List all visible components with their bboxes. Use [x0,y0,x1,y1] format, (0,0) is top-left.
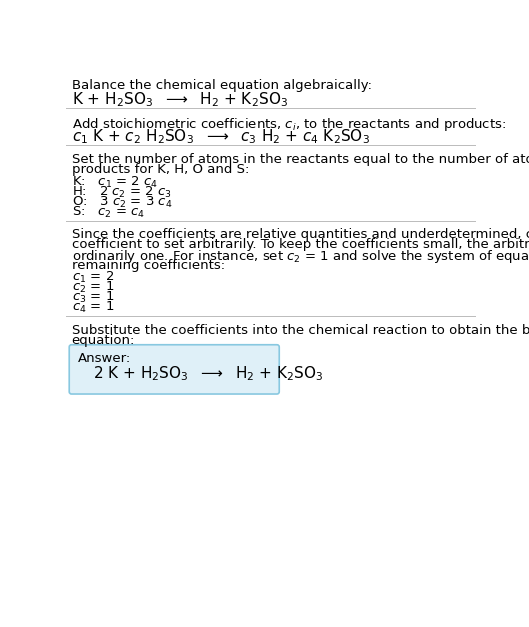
Text: equation:: equation: [71,334,135,347]
Text: remaining coefficients:: remaining coefficients: [71,258,225,271]
Text: K + H$_2$SO$_3$  $\longrightarrow$  H$_2$ + K$_2$SO$_3$: K + H$_2$SO$_3$ $\longrightarrow$ H$_2$ … [71,90,288,108]
Text: $c_1$ = 2: $c_1$ = 2 [71,270,114,285]
Text: $c_3$ = 1: $c_3$ = 1 [71,290,114,305]
Text: S:   $c_2$ = $c_4$: S: $c_2$ = $c_4$ [71,204,145,219]
Text: $c_1$ K + $c_2$ H$_2$SO$_3$  $\longrightarrow$  $c_3$ H$_2$ + $c_4$ K$_2$SO$_3$: $c_1$ K + $c_2$ H$_2$SO$_3$ $\longrighta… [71,127,370,145]
Text: Set the number of atoms in the reactants equal to the number of atoms in the: Set the number of atoms in the reactants… [71,153,529,166]
Text: Add stoichiometric coefficients, $c_i$, to the reactants and products:: Add stoichiometric coefficients, $c_i$, … [71,116,506,133]
Text: H:   2 $c_2$ = 2 $c_3$: H: 2 $c_2$ = 2 $c_3$ [71,184,171,199]
Text: Substitute the coefficients into the chemical reaction to obtain the balanced: Substitute the coefficients into the che… [71,324,529,337]
Text: Answer:: Answer: [78,352,131,365]
Text: 2 K + H$_2$SO$_3$  $\longrightarrow$  H$_2$ + K$_2$SO$_3$: 2 K + H$_2$SO$_3$ $\longrightarrow$ H$_2… [93,365,324,384]
Text: $c_2$ = 1: $c_2$ = 1 [71,280,114,295]
Text: K:   $c_1$ = 2 $c_4$: K: $c_1$ = 2 $c_4$ [71,174,158,190]
FancyBboxPatch shape [69,345,279,394]
Text: Balance the chemical equation algebraically:: Balance the chemical equation algebraica… [71,79,371,92]
Text: products for K, H, O and S:: products for K, H, O and S: [71,163,249,176]
Text: $c_4$ = 1: $c_4$ = 1 [71,300,114,315]
Text: Since the coefficients are relative quantities and underdetermined, choose a: Since the coefficients are relative quan… [71,228,529,241]
Text: coefficient to set arbitrarily. To keep the coefficients small, the arbitrary va: coefficient to set arbitrarily. To keep … [71,238,529,251]
Text: ordinarily one. For instance, set $c_2$ = 1 and solve the system of equations fo: ordinarily one. For instance, set $c_2$ … [71,248,529,265]
Text: O:   3 $c_2$ = 3 $c_4$: O: 3 $c_2$ = 3 $c_4$ [71,194,172,209]
